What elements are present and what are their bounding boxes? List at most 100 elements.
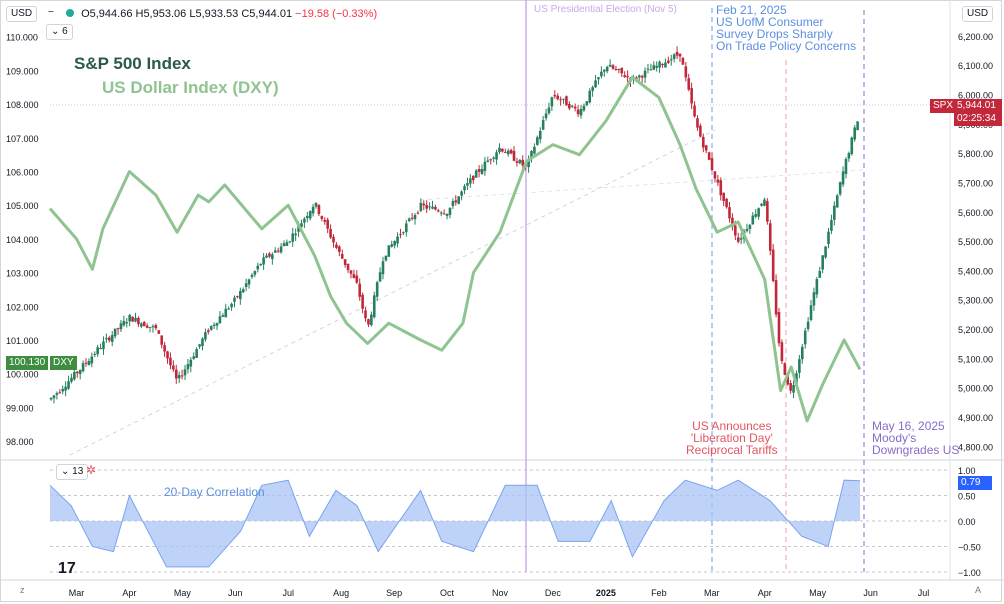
spx-candle-body bbox=[594, 80, 597, 88]
spx-candle-body bbox=[271, 254, 274, 260]
time-tick-label: Feb bbox=[651, 588, 667, 598]
spx-candle-body bbox=[177, 375, 181, 379]
spx-candle-body bbox=[134, 317, 137, 322]
dxy-tick-label: 106.000 bbox=[6, 168, 39, 178]
sub-indicator-count: 13 bbox=[72, 466, 84, 477]
spx-candle-body bbox=[300, 223, 303, 228]
spx-candle-body bbox=[189, 359, 193, 367]
spx-candle-body bbox=[247, 279, 251, 285]
dxy-value-tag: 100.130 bbox=[6, 356, 49, 370]
spx-candle-body bbox=[841, 171, 845, 185]
spx-candle-body bbox=[90, 356, 94, 364]
time-tick-label: Jul bbox=[918, 588, 930, 598]
spx-candle-body bbox=[501, 148, 504, 152]
apr-line-3: Reciprocal Tariffs bbox=[686, 443, 778, 457]
spx-candle-body bbox=[206, 330, 210, 332]
spx-candle-body bbox=[329, 228, 332, 238]
spx-candle-body bbox=[833, 205, 836, 220]
spx-candle-body bbox=[125, 322, 129, 324]
dxy-tick-label: 103.000 bbox=[6, 269, 39, 279]
spx-candle-body bbox=[308, 211, 312, 219]
dxy-tick-label: 104.000 bbox=[6, 235, 39, 245]
open-value: O5,944.66 bbox=[81, 8, 133, 20]
spx-candle-body bbox=[687, 78, 691, 90]
spx-candle-body bbox=[236, 296, 239, 298]
spx-candle-body bbox=[352, 274, 356, 279]
spx-candle-body bbox=[669, 59, 673, 61]
spx-candle-body bbox=[585, 101, 589, 106]
spx-candle-body bbox=[262, 257, 265, 265]
spx-candle-body bbox=[608, 64, 612, 67]
spx-candle-body bbox=[282, 243, 286, 247]
spx-candle-body bbox=[498, 147, 501, 153]
spx-candle-body bbox=[375, 282, 379, 297]
spx-candle-body bbox=[96, 347, 99, 355]
spx-candle-body bbox=[323, 219, 327, 222]
legend-spx: S&P 500 Index bbox=[74, 54, 191, 73]
collapse-button[interactable]: − bbox=[44, 6, 58, 20]
spx-candle-body bbox=[745, 228, 749, 232]
apr-line-2: 'Liberation Day' bbox=[690, 431, 773, 445]
spx-candle-body bbox=[113, 328, 117, 337]
spx-candle-body bbox=[93, 353, 97, 355]
spx-candle-body bbox=[853, 127, 857, 140]
spx-candle-body bbox=[367, 319, 370, 325]
spx-candle-body bbox=[661, 64, 664, 66]
spx-candle-body bbox=[757, 208, 760, 217]
spx-candle-body bbox=[530, 151, 533, 159]
spx-candle-body bbox=[675, 51, 679, 56]
spx-candle-body bbox=[195, 349, 198, 358]
spx-candle-body bbox=[212, 324, 216, 327]
spx-tick-label: 5,300.00 bbox=[958, 296, 993, 306]
spx-candle-body bbox=[824, 246, 827, 258]
currency-selector-left[interactable]: USD bbox=[6, 6, 38, 22]
currency-selector-right[interactable]: USD bbox=[962, 6, 994, 22]
spx-tick-label: 5,100.00 bbox=[958, 354, 993, 364]
time-tick-label: Apr bbox=[758, 588, 772, 598]
time-tick-label: Aug bbox=[333, 588, 349, 598]
settings-icon[interactable]: ✲ bbox=[86, 463, 97, 477]
spx-candle-body bbox=[568, 104, 571, 109]
spx-candle-body bbox=[838, 182, 842, 195]
spx-candle-body bbox=[792, 385, 795, 393]
spx-candle-body bbox=[800, 346, 804, 360]
spx-candle-body bbox=[407, 218, 411, 221]
spx-candle-body bbox=[166, 351, 169, 359]
spx-candle-body bbox=[795, 373, 798, 385]
close-value: C5,944.01 bbox=[241, 8, 293, 20]
spx-candle-body bbox=[763, 199, 766, 206]
spx-candle-body bbox=[652, 65, 656, 70]
spx-candle-body bbox=[145, 325, 149, 328]
auto-scale-icon[interactable]: A bbox=[975, 585, 982, 595]
spx-candle-body bbox=[303, 218, 306, 223]
spx-candle-body bbox=[506, 150, 510, 155]
spx-candle-body bbox=[469, 178, 472, 184]
spx-candle-body bbox=[471, 175, 475, 181]
spx-candle-body bbox=[250, 274, 254, 277]
indicators-toggle[interactable]: ⌄ 6 bbox=[46, 24, 73, 40]
spx-candle-body bbox=[664, 62, 667, 68]
spx-candle-body bbox=[355, 275, 359, 283]
spx-candle-body bbox=[637, 75, 641, 78]
spx-candle-body bbox=[655, 65, 659, 68]
zoom-out-icon[interactable]: z bbox=[20, 585, 25, 595]
spx-candle-body bbox=[550, 97, 554, 107]
spx-candle-body bbox=[620, 67, 624, 74]
spx-candle-body bbox=[734, 225, 737, 236]
spx-candle-body bbox=[276, 250, 280, 252]
spx-candle-body bbox=[803, 330, 807, 345]
spx-candle-body bbox=[827, 231, 830, 244]
spx-candle-body bbox=[55, 393, 59, 395]
spx-candle-body bbox=[404, 223, 408, 233]
spx-candle-body bbox=[244, 283, 248, 287]
spx-candle-body bbox=[349, 270, 353, 274]
tradingview-logo: 17 bbox=[58, 560, 76, 577]
spx-candle-body bbox=[346, 263, 350, 271]
feb-line-3: Survey Drops Sharply bbox=[716, 27, 833, 41]
spx-candle-body bbox=[326, 219, 329, 229]
spx-candle-body bbox=[830, 220, 833, 231]
sub-indicator-toggle[interactable]: ⌄ 13 bbox=[56, 464, 89, 480]
spx-candle-body bbox=[789, 383, 792, 391]
spx-candle-body bbox=[710, 158, 714, 171]
spx-candle-body bbox=[311, 206, 315, 214]
